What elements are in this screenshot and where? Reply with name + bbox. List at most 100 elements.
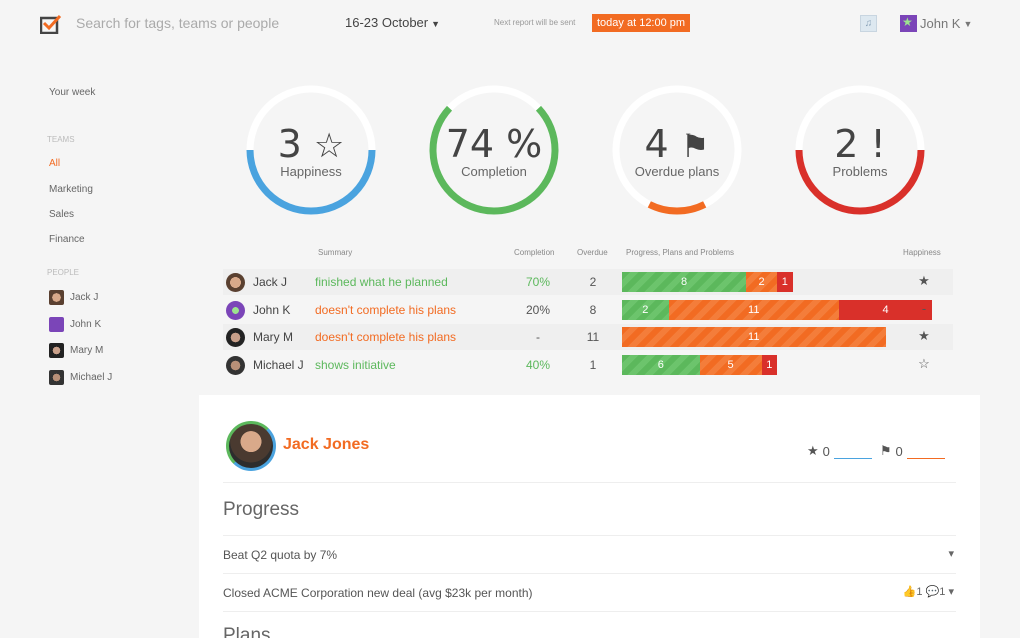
report-badge: today at 12:00 pm bbox=[592, 14, 691, 32]
date-range-dropdown[interactable]: 16-23 October ▼ bbox=[345, 15, 440, 30]
gauge-completion: 74 % Completion bbox=[428, 84, 560, 216]
row-summary: shows initiative bbox=[315, 358, 396, 372]
flag-input[interactable] bbox=[906, 445, 945, 459]
bar-segment: 1 bbox=[761, 355, 777, 375]
bar-segment: 4 bbox=[839, 300, 932, 320]
progress-bar[interactable]: 11 bbox=[622, 327, 886, 347]
gauge-value: 74 % bbox=[445, 122, 543, 166]
star-input[interactable] bbox=[833, 445, 872, 459]
sidebar-item-sales[interactable]: Sales bbox=[49, 209, 75, 220]
bar-segment: 2 bbox=[746, 272, 777, 292]
row-name[interactable]: Mary M bbox=[253, 330, 293, 344]
avatar bbox=[226, 356, 245, 375]
sidebar-person-label: John K bbox=[70, 319, 102, 330]
sidebar-item-all[interactable]: All bbox=[49, 158, 61, 169]
sidebar-person-label: Michael J bbox=[70, 372, 113, 383]
progress-heading: Progress bbox=[223, 499, 300, 520]
row-summary: finished what he planned bbox=[315, 275, 448, 289]
user-menu[interactable]: John K ▼ bbox=[900, 15, 972, 32]
gauge-label: Problems bbox=[832, 164, 888, 179]
star-icon: ★ bbox=[807, 443, 819, 458]
row-name[interactable]: John K bbox=[253, 303, 291, 317]
sidebar-item-mary[interactable]: Mary M bbox=[49, 343, 103, 358]
flag-count: 0 bbox=[895, 444, 903, 459]
gauge-ring bbox=[612, 85, 742, 215]
person-detail-card: Jack Jones ★ 0 ⚑ 0 Progress Beat Q2 quot… bbox=[199, 395, 980, 638]
avatar bbox=[900, 15, 917, 32]
sidebar-item-jack[interactable]: Jack J bbox=[49, 290, 98, 305]
avatar bbox=[226, 421, 276, 471]
bar-segment: 11 bbox=[668, 300, 839, 320]
gauge-ring bbox=[795, 85, 925, 215]
top-bar: Search for tags, teams or people 16-23 O… bbox=[0, 0, 1020, 48]
flag-icon: ⚑ bbox=[879, 443, 892, 458]
header-progress[interactable]: Progress, Plans and Problems bbox=[626, 248, 735, 257]
report-text: Next report will be sent bbox=[494, 18, 576, 27]
row-name[interactable]: Michael J bbox=[253, 358, 304, 372]
gauge-problems: 2 ! Problems bbox=[794, 84, 926, 216]
sidebar-person-label: Mary M bbox=[70, 345, 104, 356]
sidebar-item-your-week[interactable]: Your week bbox=[49, 87, 96, 98]
gauge-overdue: 4 ⚑ Overdue plans bbox=[611, 84, 743, 216]
row-overdue: 2 bbox=[589, 275, 597, 289]
star-icon: ★ bbox=[918, 273, 930, 288]
table-row[interactable]: John K doesn't complete his plans 20% 8 … bbox=[223, 297, 953, 323]
avatar bbox=[49, 370, 64, 385]
person-name[interactable]: Jack Jones bbox=[283, 436, 370, 453]
chevron-down-icon: ▼ bbox=[963, 18, 973, 29]
header-summary[interactable]: Summary bbox=[318, 248, 353, 257]
gauge-value: 3 ☆ bbox=[277, 122, 345, 166]
bar-segment: 8 bbox=[622, 272, 746, 292]
chevron-down-icon[interactable]: ▾ bbox=[948, 548, 954, 560]
notification-icon[interactable]: ♫ bbox=[860, 15, 877, 32]
bar-segment: 2 bbox=[622, 300, 669, 320]
people-heading: PEOPLE bbox=[47, 268, 80, 277]
logo-icon[interactable] bbox=[40, 14, 62, 34]
gauge-label: Overdue plans bbox=[634, 164, 720, 179]
bar-segment: 11 bbox=[622, 327, 886, 347]
sidebar-item-michael[interactable]: Michael J bbox=[49, 370, 112, 385]
header-completion[interactable]: Completion bbox=[514, 248, 555, 257]
teams-heading: TEAMS bbox=[47, 135, 75, 144]
row-completion: 40% bbox=[525, 358, 551, 372]
row-overdue: 1 bbox=[589, 358, 597, 372]
progress-bar[interactable]: 2 11 4 bbox=[622, 300, 932, 320]
sidebar-item-john[interactable]: John K bbox=[49, 317, 101, 332]
progress-item[interactable]: Closed ACME Corporation new deal (avg $2… bbox=[223, 573, 956, 611]
header-happiness[interactable]: Happiness bbox=[903, 248, 941, 257]
avatar bbox=[226, 301, 245, 320]
gauge-ring bbox=[429, 85, 559, 215]
row-summary: doesn't complete his plans bbox=[315, 303, 457, 317]
item-actions[interactable]: 👍1 💬1 ▾ bbox=[902, 586, 954, 598]
header-overdue[interactable]: Overdue bbox=[577, 248, 608, 257]
row-name[interactable]: Jack J bbox=[253, 275, 288, 289]
row-overdue: 8 bbox=[589, 303, 597, 317]
gauge-value: 2 ! bbox=[834, 122, 886, 166]
bar-segment: 6 bbox=[622, 355, 700, 375]
progress-item-text: Closed ACME Corporation new deal (avg $2… bbox=[223, 586, 533, 600]
bar-segment: 1 bbox=[777, 272, 793, 292]
star-icon: ★ bbox=[918, 328, 930, 343]
star-icon: ☆ bbox=[313, 126, 345, 166]
avatar bbox=[49, 317, 64, 332]
star-count: 0 bbox=[822, 444, 830, 459]
row-summary: doesn't complete his plans bbox=[315, 330, 457, 344]
sidebar-item-finance[interactable]: Finance bbox=[49, 234, 85, 245]
avatar bbox=[49, 343, 64, 358]
date-range-label: 16-23 October bbox=[345, 15, 429, 30]
table-row[interactable]: Mary M doesn't complete his plans - 11 1… bbox=[223, 324, 953, 350]
avatar bbox=[226, 328, 245, 347]
row-overdue: 11 bbox=[586, 330, 600, 344]
search-input[interactable]: Search for tags, teams or people bbox=[76, 15, 280, 31]
row-completion: - bbox=[536, 330, 540, 344]
progress-item[interactable]: Beat Q2 quota by 7% ▾ bbox=[223, 535, 956, 573]
gauge-label: Completion bbox=[461, 164, 527, 179]
progress-item-text: Beat Q2 quota by 7% bbox=[223, 548, 338, 562]
divider bbox=[223, 482, 956, 483]
divider bbox=[223, 611, 956, 638]
sidebar-item-marketing[interactable]: Marketing bbox=[49, 184, 93, 195]
